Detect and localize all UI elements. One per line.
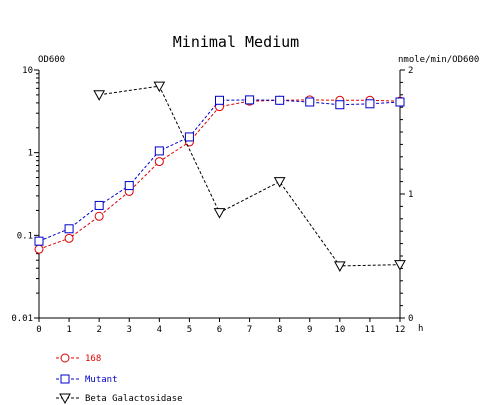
x-tick-label: 1: [66, 325, 71, 335]
data-point: [273, 177, 286, 188]
x-tick-label: 10: [334, 325, 345, 335]
y-left-tick-label: 1: [28, 149, 33, 159]
series-2: [93, 81, 406, 272]
data-point: [64, 233, 74, 243]
data-point: [305, 97, 315, 107]
series-line: [38, 99, 401, 250]
series-1: [34, 95, 405, 246]
y-right-tick-label: 1: [408, 190, 413, 200]
data-point: [154, 157, 164, 167]
series-line: [99, 85, 401, 267]
legend-marker: [60, 374, 70, 384]
data-point: [93, 90, 106, 101]
series-line: [38, 99, 401, 242]
legend-label: Beta Galactosidase: [85, 394, 183, 404]
legend: 168 Mutant Beta Galactosidase: [56, 353, 183, 405]
x-axis-label: h: [418, 324, 423, 334]
y-right-tick-label: 2: [408, 66, 413, 76]
x-tick-label: 4: [157, 325, 162, 335]
data-point: [34, 236, 44, 246]
legend-label: Mutant: [85, 375, 118, 385]
x-tick-label: 5: [187, 325, 192, 335]
data-point: [124, 181, 134, 191]
x-tick-label: 11: [364, 325, 375, 335]
data-point: [213, 208, 226, 219]
data-point: [333, 261, 346, 272]
y-right-tick-label: 0: [408, 314, 413, 324]
data-point: [94, 200, 104, 210]
y-left-tick-label: 10: [22, 66, 33, 76]
x-tick-label: 7: [247, 325, 252, 335]
data-point: [94, 211, 104, 221]
x-tick-label: 9: [307, 325, 312, 335]
x-tick-label: 6: [217, 325, 222, 335]
x-tick-label: 12: [395, 325, 406, 335]
legend-marker: [60, 353, 70, 363]
legend-item: 168: [56, 353, 101, 364]
y-left-tick-label: 0.01: [11, 314, 33, 324]
y-right-axis-label: nmole/min/OD600: [398, 55, 479, 65]
legend-marker: [59, 393, 71, 405]
data-point: [365, 99, 375, 109]
legend-item: Mutant: [56, 374, 118, 385]
data-point: [153, 81, 166, 93]
data-point: [245, 95, 255, 105]
y-left-tick-label: 0.1: [17, 231, 33, 241]
chart-title: Minimal Medium: [173, 33, 299, 51]
series-layer: [34, 81, 406, 272]
legend-label: 168: [85, 354, 101, 364]
data-point: [154, 146, 164, 156]
y-left-axis-label: OD600: [38, 55, 65, 65]
legend-item: Beta Galactosidase: [56, 393, 183, 405]
data-point: [34, 244, 44, 254]
x-tick-label: 0: [36, 325, 41, 335]
series-0: [34, 95, 405, 254]
data-point: [395, 97, 405, 107]
data-point: [184, 132, 194, 142]
data-point: [335, 100, 345, 110]
x-tick-label: 3: [127, 325, 132, 335]
data-point: [64, 224, 74, 234]
data-point: [215, 95, 224, 105]
data-point: [394, 260, 406, 271]
x-tick-label: 2: [96, 325, 101, 335]
x-tick-label: 8: [277, 325, 282, 335]
data-point: [275, 95, 285, 105]
axes: [34, 69, 405, 322]
